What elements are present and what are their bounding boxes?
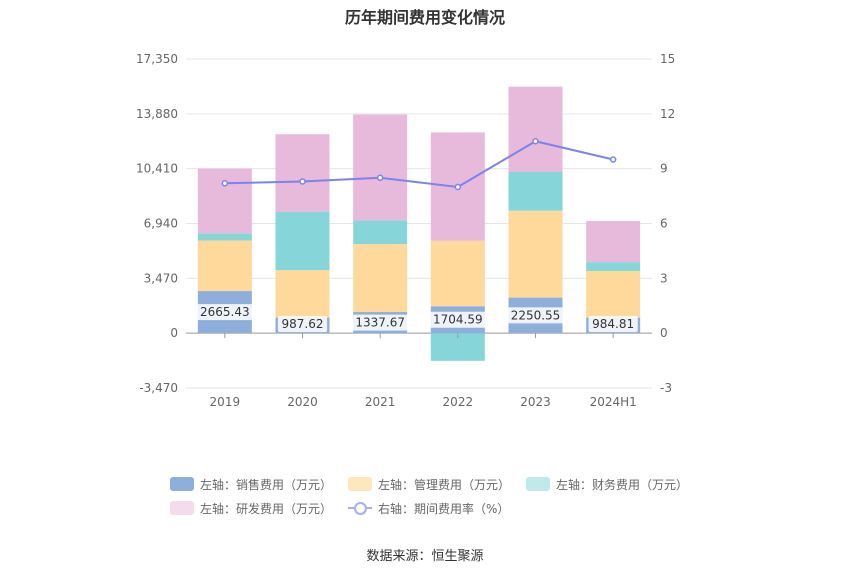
data-label-bg [351,314,409,331]
rate-line-path [224,140,614,188]
right-tick-label: 15 [660,52,675,66]
data-label: 987.62 [282,317,324,331]
rate-point[interactable] [609,156,617,163]
data-label: 1337.67 [355,316,405,330]
bar-segment-4[interactable] [508,86,563,172]
legend-item-rate[interactable]: 右轴：期间费用率（%） [348,500,509,517]
bar-segment-4[interactable] [353,114,408,221]
x-tick-label: 2023 [520,395,551,409]
left-tick-label: 0 [170,326,178,340]
grid-lines [186,58,652,389]
right-tick-label: 3 [660,271,668,285]
bar-segment-2[interactable] [430,240,485,307]
right-tick-label: 0 [660,326,668,340]
bar-segment-4[interactable] [275,134,330,212]
bar-segment-2[interactable] [197,240,252,292]
rate-point[interactable] [454,183,462,191]
data-label: 1704.59 [433,313,483,327]
chart-title: 历年期间费用变化情况 [344,8,505,27]
bar-segment-3[interactable] [353,220,408,245]
legend-label-sales: 左轴：销售费用（万元） [200,477,333,492]
rate-line [221,138,617,191]
bar-segment-3[interactable] [586,262,641,271]
bar-segment-3[interactable] [197,233,252,241]
legend-swatch-sales [170,477,194,491]
legend-item-sales[interactable]: 左轴：销售费用（万元） [170,476,332,493]
x-tick-label: 2024H1 [590,395,637,409]
right-tick-label: 6 [660,217,668,231]
legend-item-admin[interactable]: 左轴：管理费用（万元） [348,476,510,493]
legend-label-admin: 左轴：管理费用（万元） [378,477,511,492]
bar-segment-2[interactable] [275,270,330,318]
left-tick-label: 6,940 [144,217,178,231]
data-label: 2250.55 [511,308,561,322]
bar-segment-3[interactable] [508,171,563,211]
data-label-bg [277,316,328,333]
legend-swatch-rnd [170,501,194,515]
data-label-bg [429,311,487,328]
legend-item-rnd[interactable]: 左轴：研发费用（万元） [170,500,332,517]
stacked-bar-line-chart: 17,350 15 13,880 12 10,410 9 6,940 6 3,470 3 0 0 -3,… [136,52,675,409]
bar-segment-2[interactable] [353,244,408,313]
data-label-bg [588,316,638,333]
bar-segment-2[interactable] [508,210,563,298]
data-label: 2665.43 [200,305,250,319]
legend-label-rnd: 左轴：研发费用（万元） [200,501,333,516]
rate-point[interactable] [376,174,384,182]
axes: 17,350 15 13,880 12 10,410 9 6,940 6 3,470 3 0 0 -3,… [136,52,675,409]
right-tick-label: -3 [660,381,672,395]
legend-label-rate: 右轴：期间费用率（%） [378,501,510,516]
bar-segment-4[interactable] [197,168,252,234]
bar-segment-2[interactable] [586,270,641,318]
rate-point[interactable] [532,138,539,145]
x-tick-label: 2020 [287,395,318,409]
left-tick-label: -3,470 [139,381,178,395]
left-tick-label: 13,880 [136,107,178,121]
legend: 左轴：销售费用（万元） 左轴：管理费用（万元） 左轴：财务费用（万元） 左轴：研… [170,472,690,520]
legend-item-finance[interactable]: 左轴：财务费用（万元） [526,476,688,493]
x-tick-label: 2021 [365,395,396,409]
right-tick-label: 12 [660,107,675,121]
data-label-bg [507,307,564,324]
rate-point[interactable] [221,180,229,187]
data-source: 数据来源：恒生聚源 [366,549,484,564]
legend-label-finance: 左轴：财务费用（万元） [556,477,689,492]
x-tick-label: 2022 [443,395,474,409]
left-tick-label: 3,470 [144,271,178,285]
left-tick-label: 10,410 [136,162,178,176]
rate-point[interactable] [299,178,306,185]
legend-swatch-admin [348,477,373,491]
legend-swatch-finance [526,477,551,491]
bar-segment-3[interactable] [275,211,330,271]
left-tick-label: 17,350 [136,52,178,66]
data-labels: 2665.43 987.62 1337.67 1704.59 2250.55 984.81 [196,304,638,333]
legend-line-icon [348,501,373,515]
bar-segment-4[interactable] [586,221,641,263]
x-tick-label: 2019 [210,395,241,409]
data-label: 984.81 [592,317,634,331]
right-tick-label: 9 [660,162,668,176]
data-label-bg [196,304,254,321]
